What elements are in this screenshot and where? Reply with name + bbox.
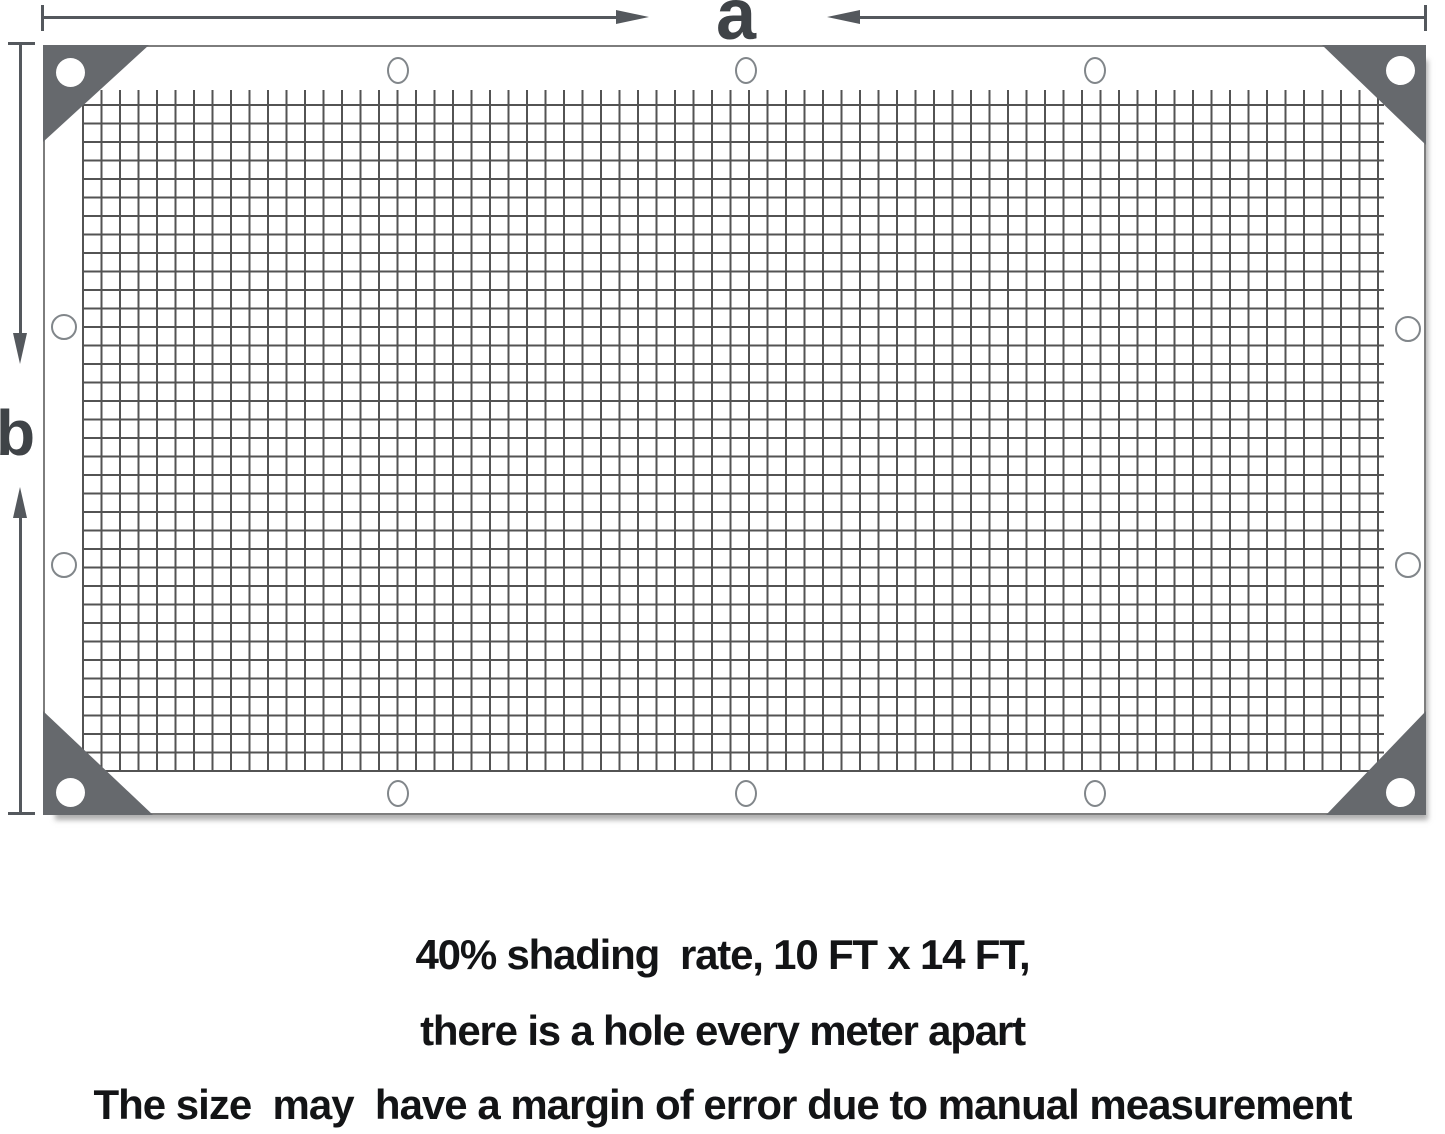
height-label: b bbox=[0, 397, 36, 469]
grommet-hole bbox=[1084, 780, 1106, 807]
height-dimension-line-bottom bbox=[19, 518, 22, 815]
shade-net-tarp bbox=[43, 45, 1426, 815]
grommet-hole bbox=[1084, 57, 1106, 84]
height-dimension-tick-top bbox=[8, 42, 35, 45]
grommet-hole bbox=[735, 57, 757, 84]
grommet-hole bbox=[51, 314, 77, 340]
caption-hole-spacing: there is a hole every meter apart bbox=[420, 1007, 1026, 1054]
width-dimension-tick-right bbox=[1424, 5, 1427, 31]
grommet-hole bbox=[387, 57, 409, 84]
grommet-hole bbox=[56, 778, 85, 807]
grommet-hole bbox=[1386, 56, 1415, 85]
mesh-grid bbox=[82, 90, 1384, 772]
width-dimension-tick-left bbox=[41, 5, 44, 31]
arrow-up-icon bbox=[13, 487, 27, 518]
grommet-hole bbox=[735, 780, 757, 807]
caption-measurement-disclaimer: The size may have a margin of error due … bbox=[93, 1081, 1352, 1128]
arrow-right-icon bbox=[616, 10, 649, 24]
grommet-hole bbox=[51, 552, 77, 578]
grommet-hole bbox=[1395, 552, 1421, 578]
arrow-left-icon bbox=[827, 10, 860, 24]
arrow-down-icon bbox=[13, 333, 27, 364]
width-dimension-line-right bbox=[860, 16, 1426, 19]
height-dimension-tick-bottom bbox=[8, 812, 35, 815]
grommet-hole bbox=[56, 58, 85, 87]
width-dimension-line-left bbox=[43, 16, 616, 19]
caption-shading-rate: 40% shading rate, 10 FT x 14 FT, bbox=[415, 931, 1031, 978]
grommet-hole bbox=[387, 780, 409, 807]
grommet-hole bbox=[1386, 778, 1415, 807]
height-dimension-line-top bbox=[19, 44, 22, 333]
width-label: a bbox=[716, 0, 757, 55]
grommet-hole bbox=[1395, 316, 1421, 342]
